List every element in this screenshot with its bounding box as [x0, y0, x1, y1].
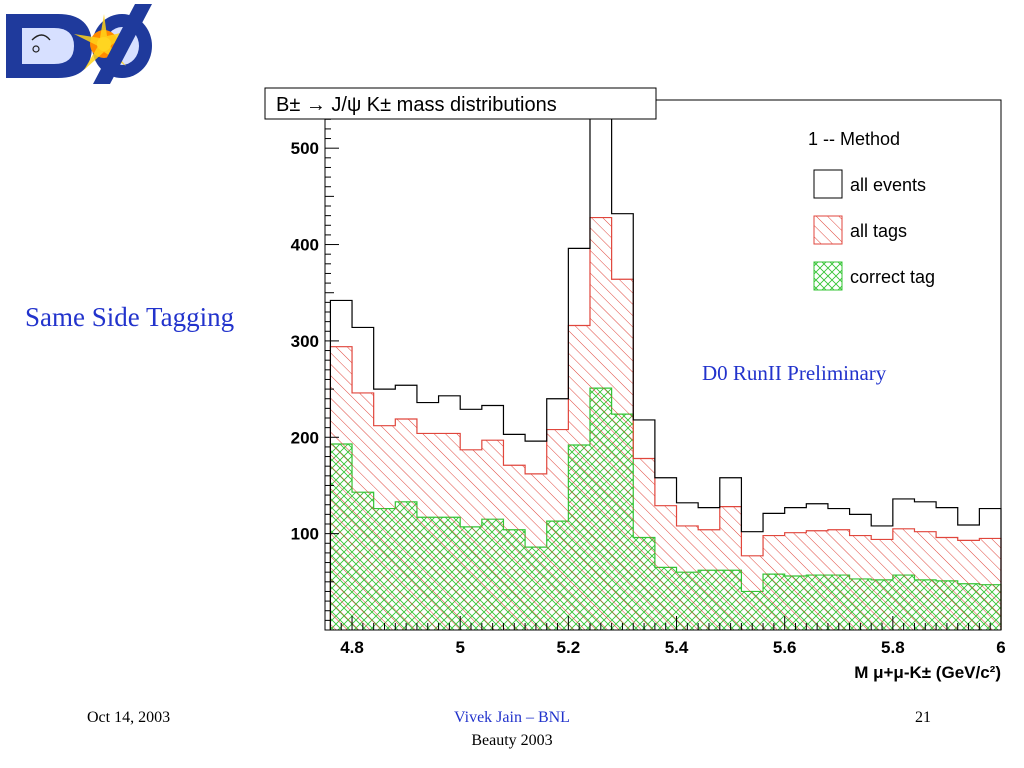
preliminary-annotation: D0 RunII Preliminary: [702, 361, 887, 385]
bar-all-tags: [654, 505, 677, 630]
bar-all-tags: [936, 537, 958, 630]
footer-conference: Beauty 2003: [471, 732, 553, 749]
footer-author: Vivek Jain – BNL: [454, 709, 570, 726]
mass-histogram: 4.8 5 5.2 5.4 5.6 5.8 6 100 200 300 400 500 B± → J…: [264, 87, 1006, 682]
legend-label-all-events: all events: [850, 175, 926, 195]
footer-date: Oct 14, 2003: [87, 709, 171, 726]
bar-all-tags: [806, 530, 828, 630]
bar-all-tags: [784, 532, 807, 630]
bar-all-tags: [416, 433, 439, 630]
bar-all-tags: [871, 539, 893, 630]
bar-all-tags: [373, 425, 396, 630]
bar-all-tags: [957, 540, 980, 630]
y-tick-label: 300: [291, 332, 319, 351]
slide-side-title: Same Side Tagging: [25, 302, 235, 332]
legend-label-all-tags: all tags: [850, 221, 907, 241]
bar-all-tags: [676, 525, 699, 630]
series-all-tags: [329, 216, 1002, 630]
series-all-events: [329, 104, 1002, 630]
axes: [324, 99, 1002, 631]
bar-all-tags: [698, 529, 720, 630]
legend-swatch-all-tags: [813, 215, 843, 245]
legend-swatch-all-events: [813, 169, 843, 199]
bar-all-tags: [892, 528, 915, 630]
bar-all-tags: [395, 418, 417, 630]
bar-all-tags: [633, 458, 655, 630]
outline-all-tags: [329, 216, 1002, 630]
bar-all-tags: [330, 346, 353, 630]
legend: 1 -- Method all events all tags correct …: [808, 129, 935, 291]
x-tick-label: 6: [996, 638, 1005, 657]
d0-logo: [6, 4, 152, 84]
d0-logo-image: [6, 4, 152, 84]
bar-all-tags: [525, 473, 547, 630]
x-tick-label: 5.6: [773, 638, 797, 657]
legend-swatch-correct-tag: [813, 261, 843, 291]
legend-header: 1 -- Method: [808, 129, 900, 149]
bar-all-tags: [503, 465, 526, 630]
outline-all-events: [329, 104, 1002, 630]
y-tick-label: 400: [291, 236, 319, 255]
chart-title: B± → J/ψ K± mass distributions: [276, 94, 557, 116]
bar-all-tags: [741, 555, 764, 630]
bar-all-tags: [849, 535, 872, 630]
bar-all-tags: [438, 433, 461, 630]
y-tick-labels: 100 200 300 400 500: [291, 139, 319, 543]
bar-all-tags: [568, 325, 590, 630]
x-tick-label: 5.4: [665, 638, 689, 657]
bar-all-tags: [546, 429, 569, 630]
x-tick-label: 5: [455, 638, 464, 657]
bar-all-tags: [589, 217, 612, 630]
bar-all-tags: [460, 449, 482, 630]
bar-all-tags: [481, 440, 504, 630]
bar-all-tags: [352, 392, 374, 630]
bar-all-tags: [979, 538, 1001, 630]
x-axis-label: M μ+μ-K± (GeV/c²): [854, 663, 1001, 682]
legend-label-correct-tag: correct tag: [850, 267, 935, 287]
x-tick-label: 4.8: [340, 638, 364, 657]
bar-all-tags: [763, 535, 785, 630]
x-tick-label: 5.8: [881, 638, 905, 657]
y-tick-label: 200: [291, 428, 319, 447]
bar-all-tags: [719, 506, 742, 630]
footer-page-number: 21: [915, 709, 931, 726]
bar-all-tags: [914, 531, 937, 630]
y-tick-label: 500: [291, 139, 319, 158]
bar-all-tags: [611, 279, 634, 630]
x-tick-labels: 4.8 5 5.2 5.4 5.6 5.8 6: [340, 638, 1006, 657]
y-tick-label: 100: [291, 525, 319, 544]
chart-title-box: [264, 87, 657, 120]
bar-all-tags: [827, 529, 850, 630]
x-tick-label: 5.2: [557, 638, 581, 657]
